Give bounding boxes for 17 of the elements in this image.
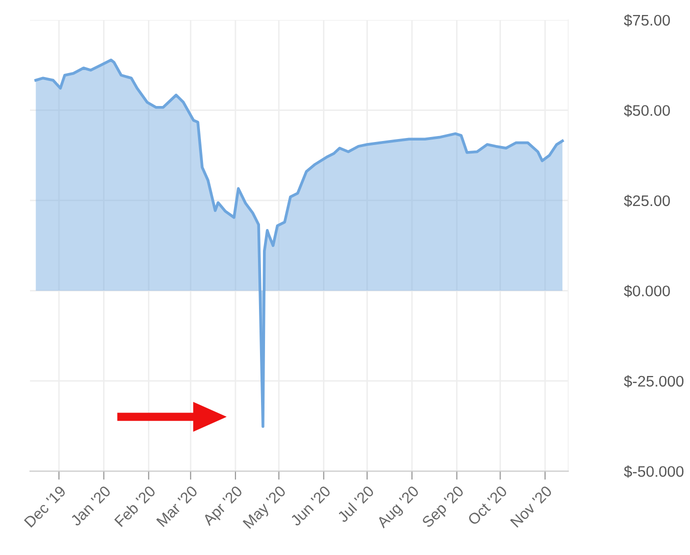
x-tick-label: May '20 (242, 485, 289, 532)
x-tick-label: Mar '20 (156, 485, 198, 528)
y-tick-label: $-25.000 (624, 375, 684, 388)
y-tick-label: $75.00 (624, 14, 670, 27)
x-tick-label: Jun '20 (290, 485, 332, 527)
x-tick-label: Feb '20 (114, 484, 156, 528)
y-tick-label: $50.00 (624, 104, 670, 117)
x-tick-label: Oct '20 (467, 485, 508, 526)
x-tick-label: Jul '20 (336, 484, 375, 524)
x-tick-label: Dec '19 (24, 485, 66, 528)
y-tick-label: $-50.000 (624, 465, 684, 478)
y-tick-label: $25.00 (624, 194, 670, 208)
y-tick-label: $0.000 (624, 284, 670, 298)
x-tick-label: Nov '20 (510, 485, 553, 528)
x-tick-label: Jan '20 (70, 485, 112, 527)
x-tick-label: Sep '20 (421, 485, 466, 530)
x-tick-label: Aug '20 (376, 485, 422, 531)
